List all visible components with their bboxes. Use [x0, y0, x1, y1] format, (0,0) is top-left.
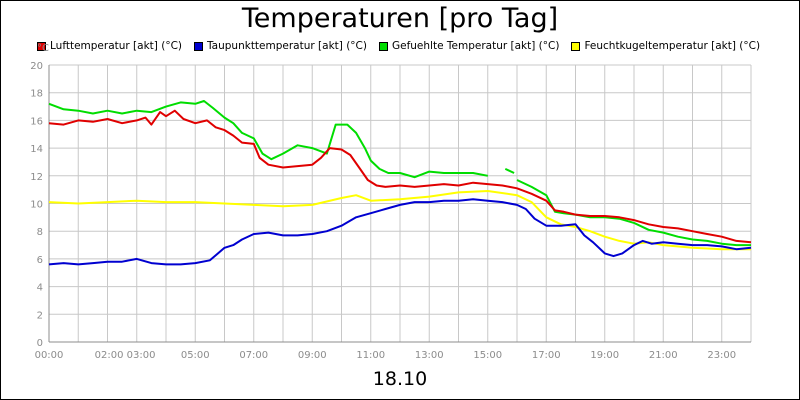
legend-entry-gefuehlte-temperatur: Gefuehlte Temperatur [akt] (°C)	[378, 40, 560, 52]
x-tick-label: 19:00	[590, 350, 619, 361]
y-tick-label: 10	[30, 200, 43, 211]
legend-label: Feuchtkugeltemperatur [akt] (°C)	[584, 40, 761, 52]
legend-swatch-green	[378, 41, 388, 51]
legend-swatch-red	[37, 41, 46, 51]
x-tick-label: 13:00	[415, 350, 444, 361]
legend: Lufttemperatur [akt] (°C) Taupunkttemper…	[37, 39, 772, 53]
series-line	[504, 167, 515, 174]
legend-label: Gefuehlte Temperatur [akt] (°C)	[391, 40, 560, 52]
legend-swatch-yellow	[571, 41, 581, 51]
x-tick-label: 02:00 03:00	[95, 350, 156, 361]
series-line	[48, 190, 751, 251]
series-line	[48, 109, 752, 244]
y-tick-label: 0	[37, 338, 43, 349]
x-tick-label: 17:00	[532, 350, 561, 361]
legend-label: Lufttemperatur [akt] (°C)	[50, 40, 182, 52]
legend-entry-feuchtkugeltemperatur: Feuchtkugeltemperatur [akt] (°C)	[571, 40, 760, 52]
legend-entry-taupunkttemperatur: Taupunkttemperatur [akt] (°C)	[194, 40, 367, 52]
x-tick-label: 23:00	[707, 350, 736, 361]
y-tick-label: 12	[30, 172, 43, 183]
series-line	[48, 198, 752, 266]
chart-title: Temperaturen [pro Tag]	[241, 3, 559, 34]
y-tick-label: 2	[37, 310, 43, 321]
x-tick-label: 07:00	[239, 350, 268, 361]
x-tick-label: 15:00	[473, 350, 502, 361]
x-tick-label: 00:00	[35, 350, 64, 361]
y-tick-label: 6	[37, 255, 43, 266]
y-tick-label: 8	[37, 227, 43, 238]
x-tick-label: 05:00	[181, 350, 210, 361]
x-tick-label: 11:00	[356, 350, 385, 361]
legend-swatch-blue	[194, 41, 203, 51]
legend-label: Taupunkttemperatur [akt] (°C)	[207, 40, 367, 52]
x-axis-date-label: 18.10	[372, 368, 428, 390]
legend-entry-lufttemperatur: Lufttemperatur [akt] (°C)	[37, 40, 182, 52]
series-line	[48, 100, 488, 179]
y-tick-label: 4	[37, 283, 43, 294]
x-tick-label: 21:00	[649, 350, 678, 361]
y-axis-unit: °C	[37, 43, 49, 54]
y-tick-label: 18	[30, 89, 43, 100]
y-tick-label: 16	[30, 116, 43, 127]
y-tick-label: 14	[30, 144, 43, 155]
y-tick-label: 20	[30, 61, 43, 72]
x-tick-label: 09:00	[298, 350, 327, 361]
